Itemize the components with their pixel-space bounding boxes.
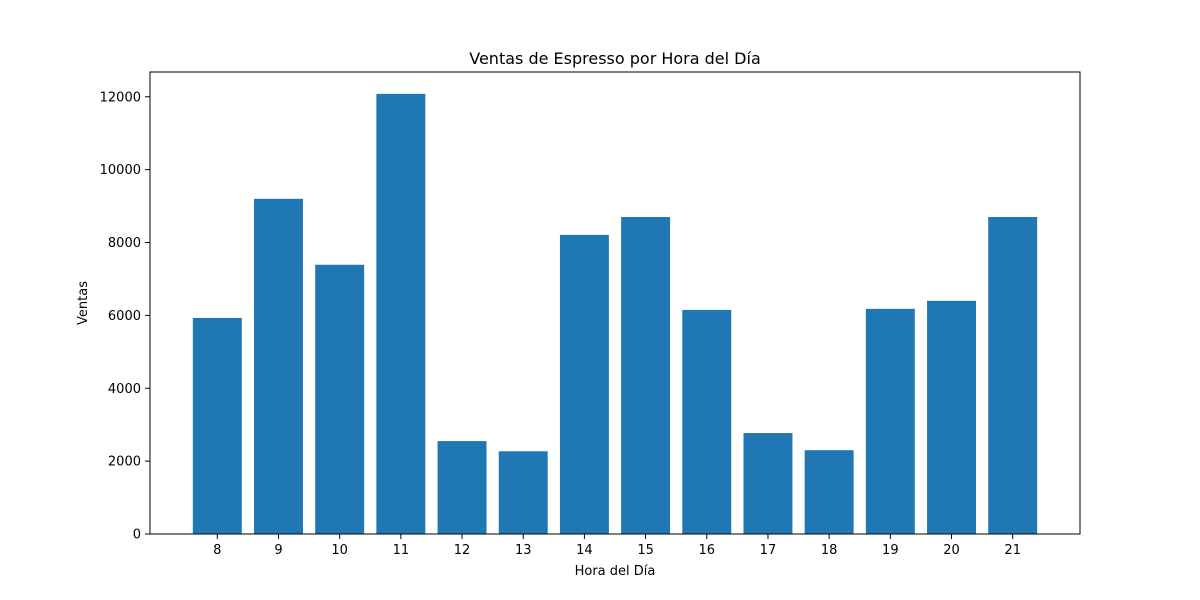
x-tick-label: 11 [393, 543, 410, 558]
bar-9 [254, 198, 303, 535]
x-tick-label: 9 [274, 543, 282, 558]
bar-17 [743, 433, 793, 534]
y-tick-label: 0 [133, 528, 141, 543]
y-axis: 0 2000 4000 6000 8000 10000 12000 [100, 90, 150, 543]
x-tick-label: 21 [1004, 543, 1021, 558]
x-tick-label: 17 [760, 543, 777, 558]
x-tick-label: 10 [331, 543, 348, 558]
x-tick-label: 20 [943, 543, 960, 558]
y-tick-label: 2000 [108, 455, 141, 470]
bar-10 [315, 264, 365, 534]
x-tick-label: 15 [637, 543, 654, 558]
x-axis-label: Hora del Día [575, 564, 656, 579]
bar-12 [437, 441, 487, 534]
y-tick-label: 10000 [100, 163, 141, 178]
bar-8 [192, 317, 242, 534]
y-tick-label: 4000 [108, 382, 141, 397]
bar-13 [498, 451, 548, 534]
bar-19 [865, 308, 915, 534]
x-tick-label: 14 [576, 543, 593, 558]
bar-20 [927, 300, 976, 534]
x-tick-label: 18 [821, 543, 838, 558]
y-axis-label: Ventas [76, 281, 91, 325]
bar-14 [559, 234, 609, 534]
bar-18 [804, 450, 854, 534]
plot-frame [149, 71, 1081, 535]
chart-title: Ventas de Espresso por Hora del Día [469, 49, 761, 68]
bars-group [192, 93, 1038, 535]
x-axis: 8 9 10 11 12 13 14 15 16 17 18 19 20 21 [213, 534, 1021, 558]
x-tick-label: 19 [882, 543, 899, 558]
x-tick-label: 13 [515, 543, 532, 558]
bar-16 [682, 309, 732, 534]
y-tick-label: 6000 [108, 309, 141, 324]
bar-11 [376, 93, 426, 535]
y-tick-label: 8000 [108, 236, 141, 251]
y-tick-label: 12000 [100, 90, 141, 105]
x-tick-label: 12 [454, 543, 471, 558]
x-tick-label: 16 [699, 543, 716, 558]
x-tick-label: 8 [213, 543, 221, 558]
bar-21 [988, 217, 1038, 534]
bar-15 [621, 217, 671, 534]
